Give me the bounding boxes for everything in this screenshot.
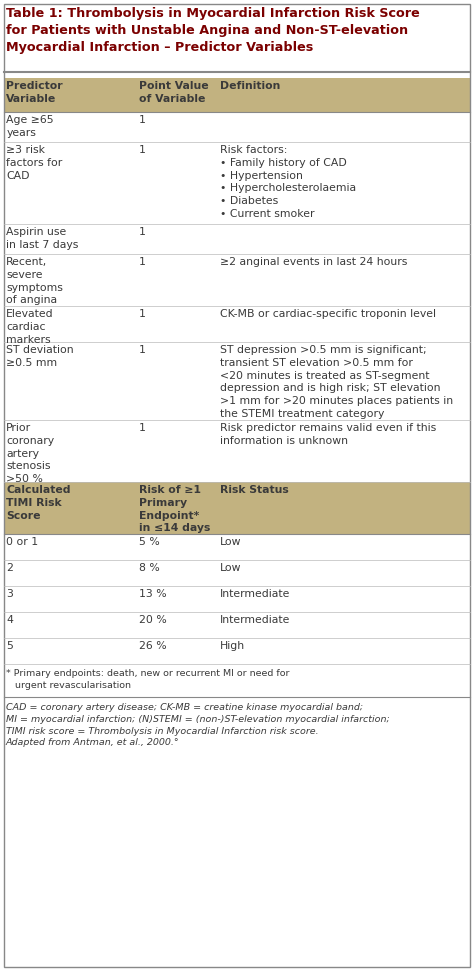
- Bar: [4, 254, 470, 306]
- Text: 13 %: 13 %: [139, 589, 167, 599]
- Text: Point Value
of Variable: Point Value of Variable: [139, 81, 209, 104]
- Text: 8 %: 8 %: [139, 563, 160, 573]
- Text: Intermediate: Intermediate: [219, 615, 290, 625]
- Text: 4: 4: [6, 615, 13, 625]
- Text: 5: 5: [6, 641, 13, 651]
- Text: ST deviation
≥0.5 mm: ST deviation ≥0.5 mm: [6, 345, 74, 368]
- Text: Table 1: Thrombolysis in Myocardial Infarction Risk Score
for Patients with Unst: Table 1: Thrombolysis in Myocardial Infa…: [6, 7, 420, 54]
- Text: CK-MB or cardiac-specific troponin level: CK-MB or cardiac-specific troponin level: [219, 309, 436, 319]
- Text: Risk of ≥1
Primary
Endpoint*
in ≤14 days: Risk of ≥1 Primary Endpoint* in ≤14 days: [139, 485, 210, 533]
- Text: 5 %: 5 %: [139, 537, 160, 547]
- Text: Calculated
TIMI Risk
Score: Calculated TIMI Risk Score: [6, 485, 71, 520]
- Text: Low: Low: [219, 563, 241, 573]
- Text: Elevated
cardiac
markers: Elevated cardiac markers: [6, 309, 54, 345]
- Bar: [4, 4, 470, 72]
- Bar: [4, 560, 470, 586]
- Text: Predictor
Variable: Predictor Variable: [6, 81, 63, 104]
- Bar: [4, 142, 470, 224]
- Text: Recent,
severe
symptoms
of angina: Recent, severe symptoms of angina: [6, 257, 63, 306]
- Text: ST depression >0.5 mm is significant;
transient ST elevation >0.5 mm for
<20 min: ST depression >0.5 mm is significant; tr…: [219, 345, 453, 419]
- Bar: [4, 612, 470, 638]
- Text: * Primary endpoints: death, new or recurrent MI or need for
   urgent revascular: * Primary endpoints: death, new or recur…: [6, 669, 290, 689]
- Text: High: High: [219, 641, 245, 651]
- Text: 1: 1: [139, 345, 146, 355]
- Bar: [4, 534, 470, 560]
- Bar: [4, 342, 470, 420]
- Text: 2: 2: [6, 563, 13, 573]
- Text: ≥2 anginal events in last 24 hours: ≥2 anginal events in last 24 hours: [219, 257, 407, 267]
- Text: Prior
coronary
artery
stenosis
>50 %: Prior coronary artery stenosis >50 %: [6, 423, 55, 485]
- Text: 0 or 1: 0 or 1: [6, 537, 38, 547]
- Text: 1: 1: [139, 145, 146, 155]
- Text: Risk Status: Risk Status: [219, 485, 288, 495]
- Bar: [4, 306, 470, 342]
- Bar: [4, 112, 470, 142]
- Bar: [4, 638, 470, 664]
- Text: Risk predictor remains valid even if this
information is unknown: Risk predictor remains valid even if thi…: [219, 423, 436, 446]
- Text: CAD = coronary artery disease; CK-MB = creatine kinase myocardial band;
MI = myo: CAD = coronary artery disease; CK-MB = c…: [6, 703, 390, 748]
- Bar: [4, 420, 470, 482]
- Bar: [4, 482, 470, 534]
- Bar: [4, 78, 470, 112]
- Text: Age ≥65
years: Age ≥65 years: [6, 115, 54, 138]
- Text: Risk factors:
• Family history of CAD
• Hypertension
• Hypercholesterolaemia
• D: Risk factors: • Family history of CAD • …: [219, 145, 356, 219]
- Text: 1: 1: [139, 257, 146, 267]
- Text: Definition: Definition: [219, 81, 280, 91]
- Text: 1: 1: [139, 115, 146, 125]
- Text: 3: 3: [6, 589, 13, 599]
- Bar: [4, 224, 470, 254]
- Text: 20 %: 20 %: [139, 615, 167, 625]
- Text: ≥3 risk
factors for
CAD: ≥3 risk factors for CAD: [6, 145, 63, 181]
- Text: 1: 1: [139, 309, 146, 319]
- Text: Intermediate: Intermediate: [219, 589, 290, 599]
- Text: 1: 1: [139, 227, 146, 237]
- Text: Aspirin use
in last 7 days: Aspirin use in last 7 days: [6, 227, 79, 250]
- Bar: [4, 586, 470, 612]
- Text: 1: 1: [139, 423, 146, 433]
- Text: Low: Low: [219, 537, 241, 547]
- Text: 26 %: 26 %: [139, 641, 167, 651]
